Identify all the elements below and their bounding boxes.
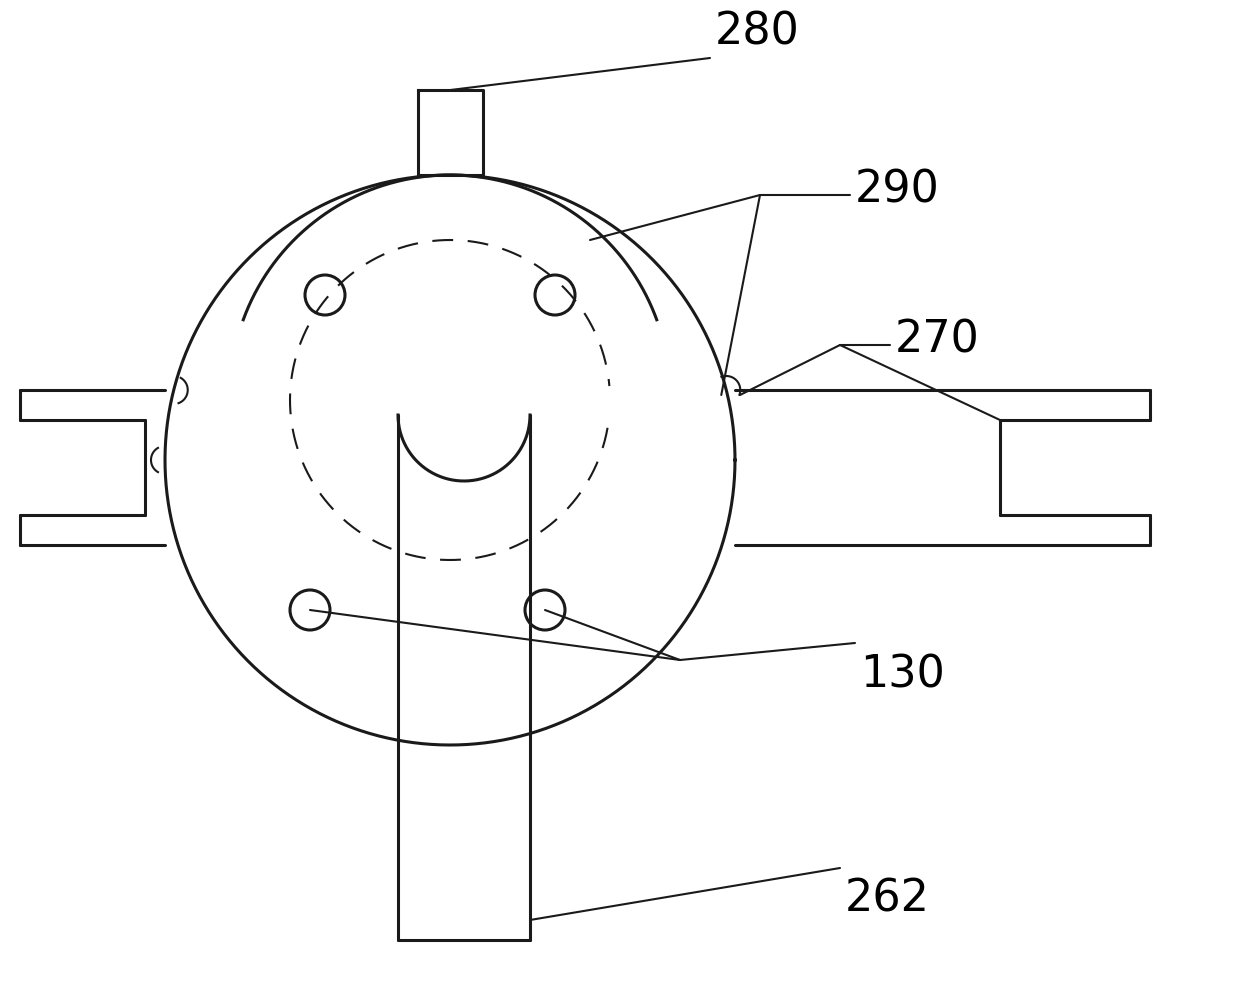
- Text: 270: 270: [895, 319, 980, 361]
- Text: 262: 262: [844, 878, 930, 921]
- Text: 280: 280: [715, 10, 800, 53]
- Text: 290: 290: [856, 168, 940, 211]
- Text: 130: 130: [861, 653, 945, 696]
